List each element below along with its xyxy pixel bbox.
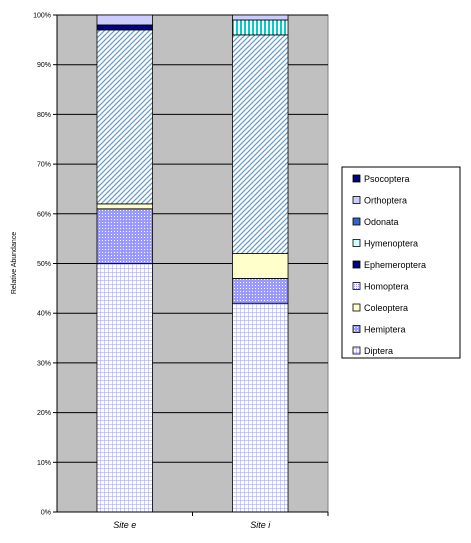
legend-swatch <box>352 303 361 312</box>
y-tick-label: 30% <box>37 360 51 367</box>
x-category-label: Site e <box>113 520 136 530</box>
bar-segment-diptera <box>96 263 153 513</box>
legend-swatch <box>352 260 361 269</box>
y-axis-title: Relative Abundance <box>11 232 18 294</box>
y-tick-label: 20% <box>37 410 51 417</box>
y-tick-label: 80% <box>37 112 51 119</box>
y-tick-label: 40% <box>37 311 51 318</box>
bar-stacks <box>96 14 289 513</box>
legend-label: Diptera <box>364 346 393 356</box>
y-tick-label: 100% <box>33 13 51 20</box>
legend-label: Psocoptera <box>364 174 410 184</box>
bar-segment-hemiptera <box>96 208 153 264</box>
y-tick-label: 70% <box>37 162 51 169</box>
bar-segment-orthoptera <box>232 14 289 21</box>
bar-segment-hymenoptera <box>232 19 289 36</box>
legend-label: Hemiptera <box>364 325 406 335</box>
legend-label: Ephemeroptera <box>364 260 426 270</box>
legend-swatch <box>352 196 361 204</box>
bar-segment-orthoptera <box>232 34 289 254</box>
axes: 0% 10% 20% 30% 40% 50% 60% 70% 80% 90% 100% Site e S… <box>33 13 329 530</box>
legend-label: Hymenoptera <box>364 239 418 249</box>
bar-segment-ephemeroptera <box>96 24 153 31</box>
legend: Psocoptera Orthoptera Odonata Hymenoptera Ep… <box>341 166 461 359</box>
y-tick-label: 10% <box>37 460 51 467</box>
y-tick-label: 90% <box>37 62 51 69</box>
bar-segment-diptera <box>232 302 289 513</box>
y-tick-label: 60% <box>37 211 51 218</box>
y-tick-label: 50% <box>37 261 51 268</box>
legend-label: Odonata <box>364 217 399 227</box>
legend-swatch <box>352 217 361 226</box>
legend-swatch <box>352 325 361 333</box>
legend-label: Coleoptera <box>364 303 408 313</box>
legend-label: Orthoptera <box>364 196 407 206</box>
legend-swatch <box>352 174 361 183</box>
legend-box <box>341 166 461 359</box>
y-tick-label: 0% <box>41 510 51 517</box>
legend-swatch <box>352 346 361 355</box>
bar-segment-hemiptera <box>232 278 289 304</box>
x-category-label: Site i <box>250 520 271 530</box>
legend-swatch <box>352 282 361 290</box>
bar-segment-orthoptera <box>96 14 153 26</box>
bar-segment-orthoptera <box>96 29 153 205</box>
legend-label: Homoptera <box>364 282 409 292</box>
bar-segment-coleoptera <box>232 253 289 279</box>
bar-segment-coleoptera <box>96 203 153 210</box>
legend-swatch <box>352 239 361 247</box>
